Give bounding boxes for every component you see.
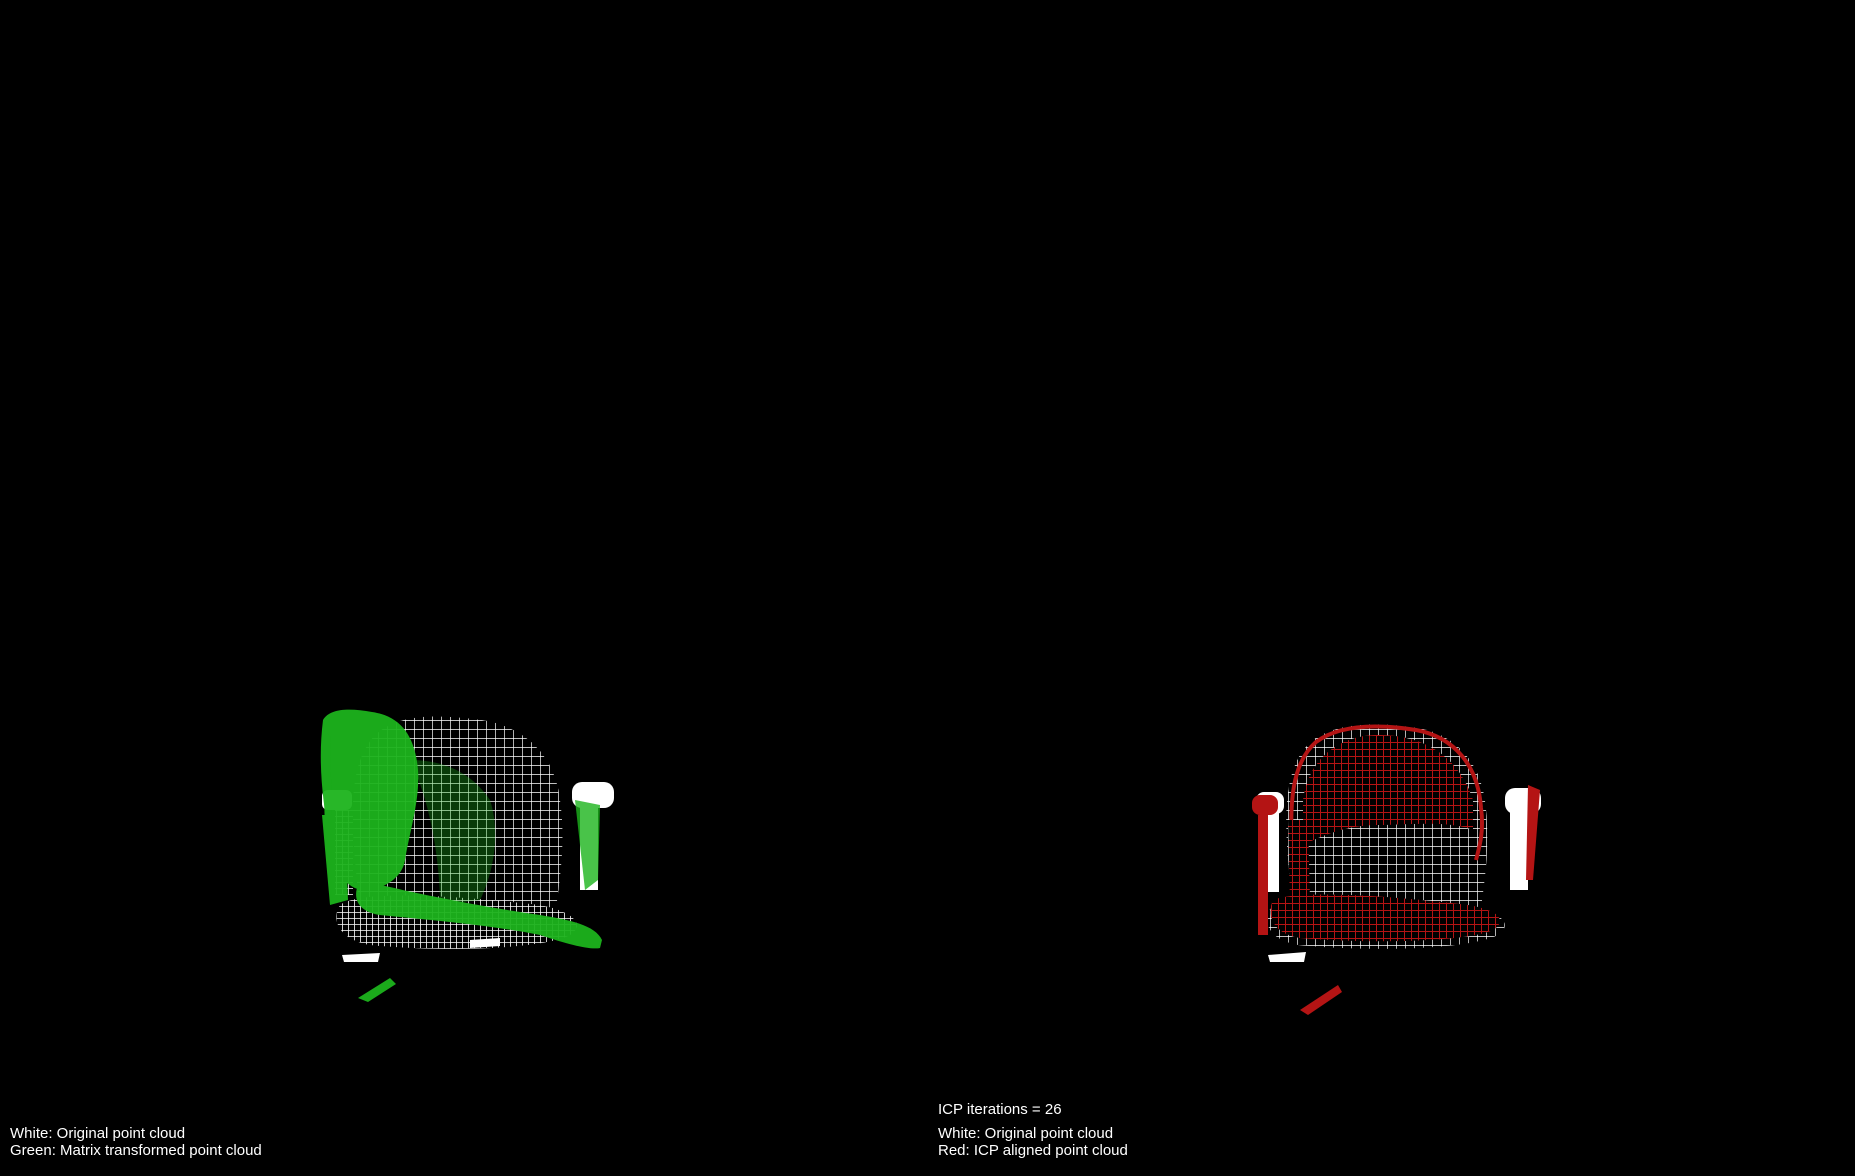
- transformed-back-edge: [322, 730, 332, 830]
- transformed-left-arm: [322, 815, 348, 905]
- original-right-arm-post-right: [1510, 810, 1528, 890]
- legend-aligned-label: Red: ICP aligned point cloud: [938, 1142, 1128, 1159]
- transformed-right-arm: [575, 800, 600, 890]
- right-viewport[interactable]: ICP iterations = 26 White: Original poin…: [928, 0, 1855, 1176]
- aligned-right-arm: [1526, 785, 1540, 880]
- original-chair-base-leg: [470, 938, 500, 948]
- transformed-cloud: [320, 709, 602, 1002]
- right-legend: ICP iterations = 26 White: Original poin…: [938, 1101, 1128, 1159]
- left-viewport[interactable]: White: Original point cloud Green: Matri…: [0, 0, 927, 1176]
- left-legend: White: Original point cloud Green: Matri…: [10, 1125, 262, 1159]
- right-point-cloud-canvas[interactable]: [928, 0, 1855, 1176]
- transformed-chair-seat: [356, 880, 602, 949]
- left-point-cloud-canvas[interactable]: [0, 0, 927, 1176]
- aligned-left-armrest: [1252, 795, 1278, 815]
- aligned-back-side: [1288, 820, 1310, 905]
- original-base-right: [1268, 952, 1306, 962]
- aligned-chair-seat: [1270, 894, 1500, 942]
- legend-original-label-right: White: Original point cloud: [938, 1125, 1114, 1142]
- icp-iterations-label: ICP iterations = 26: [938, 1101, 1062, 1118]
- aligned-left-arm-post: [1258, 815, 1268, 935]
- aligned-base: [1300, 985, 1342, 1015]
- transformed-base: [358, 978, 396, 1002]
- legend-transformed-label: Green: Matrix transformed point cloud: [10, 1142, 262, 1159]
- legend-original-label: White: Original point cloud: [10, 1125, 186, 1142]
- aligned-cloud: [1252, 724, 1540, 1015]
- original-chair-base: [342, 953, 380, 962]
- aligned-chair-back: [1289, 724, 1485, 861]
- aligned-back-upper: [1303, 735, 1473, 845]
- transformed-back-fade: [410, 760, 496, 905]
